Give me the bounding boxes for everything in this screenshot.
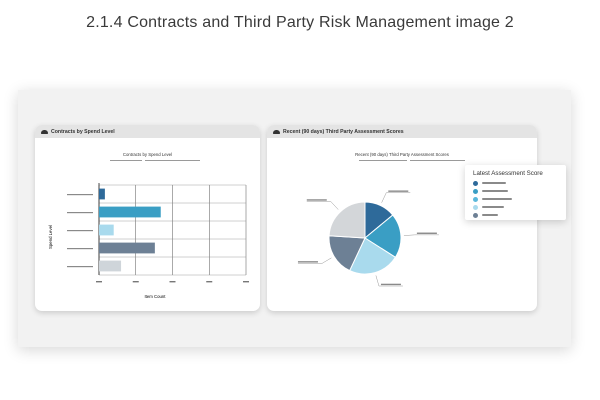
- contracts-spend-card: Contracts by Spend Level Contracts by Sp…: [35, 125, 260, 311]
- cloud-icon: [273, 129, 280, 134]
- x-tick-label: [243, 281, 249, 283]
- pie-slice: [364, 214, 402, 258]
- card-header-label: Contracts by Spend Level: [51, 128, 115, 135]
- legend-swatch: [473, 188, 478, 194]
- x-axis-label: Item Count: [144, 294, 166, 299]
- legend-swatch: [473, 196, 478, 202]
- y-tick-label: [67, 230, 93, 232]
- legend-swatch: [473, 204, 478, 210]
- bar: [99, 260, 122, 272]
- leader-line: [297, 257, 332, 264]
- slice-label: [388, 190, 409, 192]
- bar-chart: Spend Level Item Count: [48, 183, 249, 299]
- legend-label: [482, 189, 508, 193]
- pie-slice: [328, 201, 366, 239]
- x-tick-label: [96, 281, 102, 283]
- card-header: Recent (90 days) Third Party Assessment …: [267, 125, 537, 138]
- cloud-icon: [41, 129, 48, 134]
- page-title: 2.1.4 Contracts and Third Party Risk Man…: [86, 14, 514, 31]
- card-header: Contracts by Spend Level: [35, 125, 260, 138]
- slice-label: [297, 261, 318, 263]
- y-tick-label: [67, 212, 93, 214]
- y-tick-label: [67, 266, 93, 268]
- bar: [99, 224, 114, 236]
- legend-item: [473, 188, 508, 194]
- legend-item: [473, 180, 506, 186]
- legend-item: [473, 204, 504, 210]
- legend-label: [482, 205, 504, 209]
- legend-label: [482, 213, 498, 217]
- y-tick-label: [67, 194, 93, 196]
- legend-title: Latest Assessment Score: [473, 170, 543, 177]
- leader-line: [306, 201, 339, 210]
- slice-label: [416, 232, 437, 234]
- pie-chart: [297, 190, 439, 287]
- y-tick-label: [67, 248, 93, 250]
- title-underline: [145, 160, 200, 161]
- y-axis-label: Spend Level: [48, 225, 53, 249]
- title-underline: [359, 160, 407, 161]
- leader-line: [375, 275, 403, 287]
- x-tick-label: [206, 281, 213, 283]
- legend-swatch: [473, 212, 478, 218]
- bar: [99, 242, 155, 254]
- bar: [99, 206, 161, 218]
- title-underline: [110, 160, 142, 161]
- slice-label: [380, 283, 401, 286]
- title-underline: [410, 160, 465, 161]
- bar: [99, 188, 105, 200]
- card-header-label: Recent (90 days) Third Party Assessment …: [283, 128, 404, 135]
- x-tick-label: [169, 281, 176, 283]
- leader-line: [381, 192, 411, 203]
- chart-title: Recent (90 days) Third Party Assessment …: [355, 152, 449, 157]
- pie-slice: [328, 235, 366, 272]
- legend-card: Latest Assessment Score: [465, 165, 566, 220]
- x-tick-label: [132, 281, 139, 283]
- slice-label: [306, 199, 327, 201]
- legend-item: [473, 212, 498, 218]
- legend-swatch: [473, 180, 478, 186]
- assessment-scores-card: Recent (90 days) Third Party Assessment …: [267, 125, 537, 311]
- legend-label: [482, 181, 506, 185]
- leader-line: [403, 234, 439, 236]
- chart-title: Contracts by Spend Level: [122, 152, 173, 157]
- legend-item: [473, 196, 512, 202]
- legend-label: [482, 197, 512, 201]
